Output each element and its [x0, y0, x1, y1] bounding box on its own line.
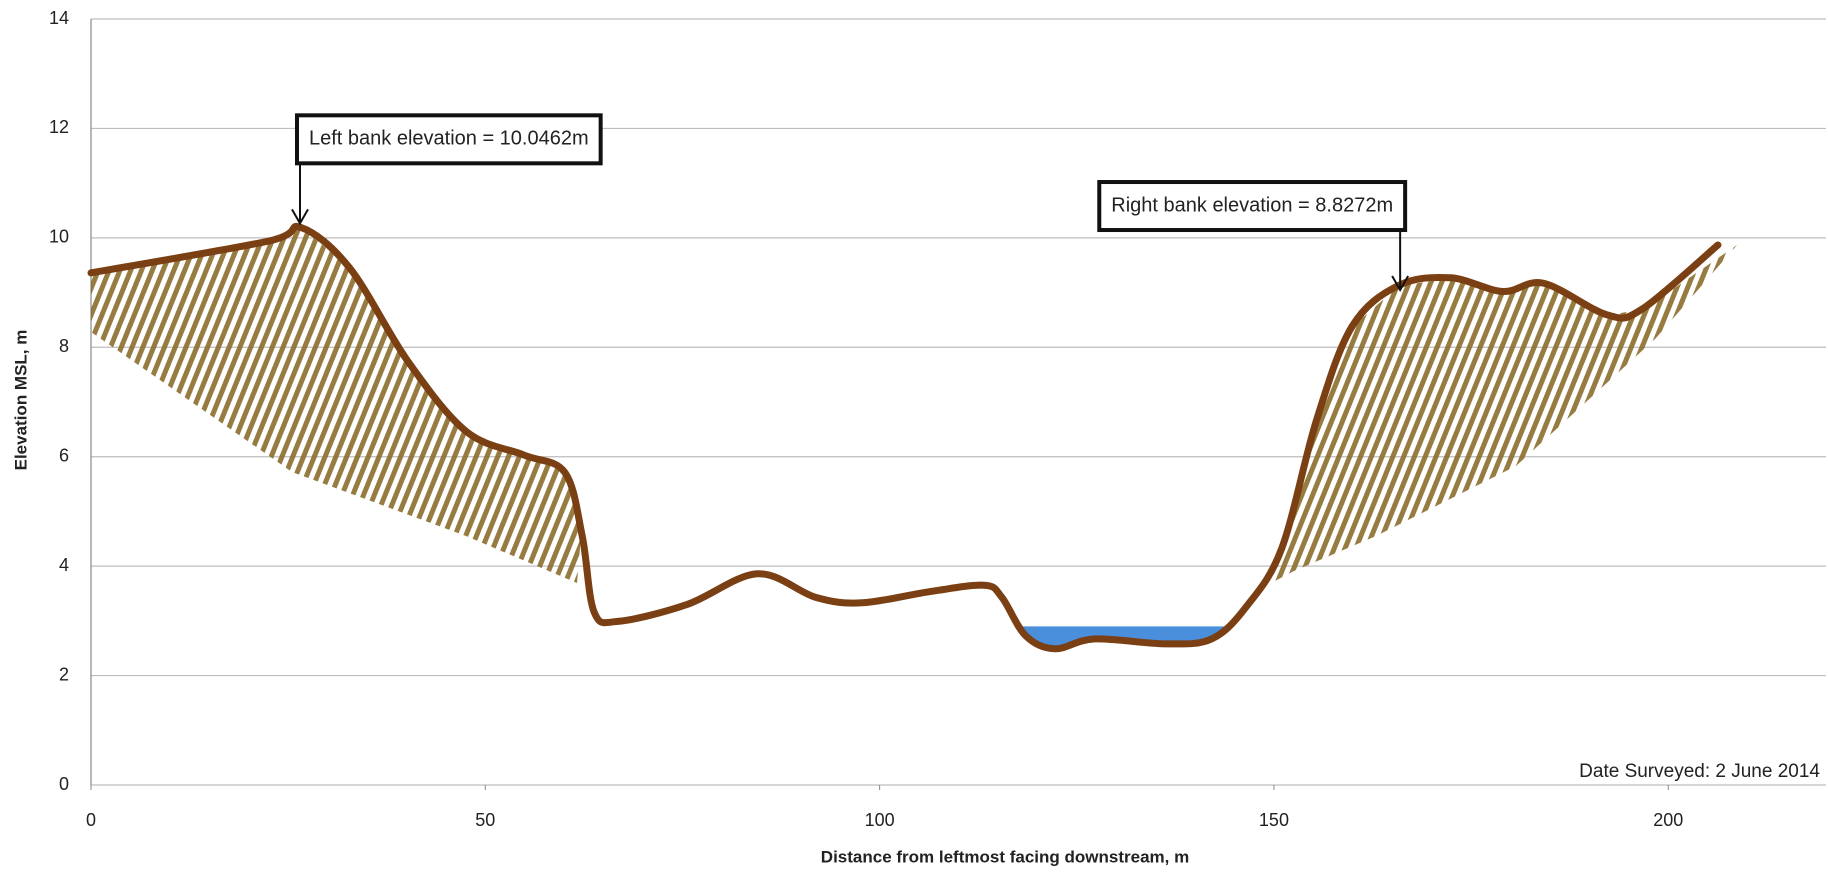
- chart: Distance from leftmost facing downstream…: [0, 0, 1828, 872]
- y-tick-label: 4: [59, 555, 69, 575]
- y-axis-title: Elevation MSL, m: [11, 330, 30, 471]
- x-tick-label: 50: [475, 810, 495, 830]
- annotation: Right bank elevation = 8.8272m: [1099, 182, 1408, 290]
- x-tick-label: 150: [1259, 810, 1289, 830]
- left-bank-hatch: [91, 227, 581, 583]
- annotation-text: Right bank elevation = 8.8272m: [1111, 194, 1393, 216]
- y-tick-label: 6: [59, 445, 69, 465]
- right-bank-hatch: [1271, 245, 1737, 583]
- annotation: Left bank elevation = 10.0462m: [292, 115, 601, 223]
- x-tick-label: 200: [1653, 810, 1683, 830]
- x-axis-title: Distance from leftmost facing downstream…: [821, 847, 1189, 866]
- bank-hatching: [91, 227, 1737, 583]
- x-tick-label: 100: [865, 810, 895, 830]
- survey-date-note: Date Surveyed: 2 June 2014: [1579, 761, 1820, 782]
- y-tick-label: 2: [59, 664, 69, 684]
- y-tick-label: 14: [49, 8, 69, 28]
- x-tick-label: 0: [86, 810, 96, 830]
- annotation-text: Left bank elevation = 10.0462m: [309, 128, 589, 150]
- y-tick-label: 0: [59, 774, 69, 794]
- y-tick-label: 12: [49, 117, 69, 137]
- y-tick-label: 10: [49, 227, 69, 247]
- y-tick-label: 8: [59, 336, 69, 356]
